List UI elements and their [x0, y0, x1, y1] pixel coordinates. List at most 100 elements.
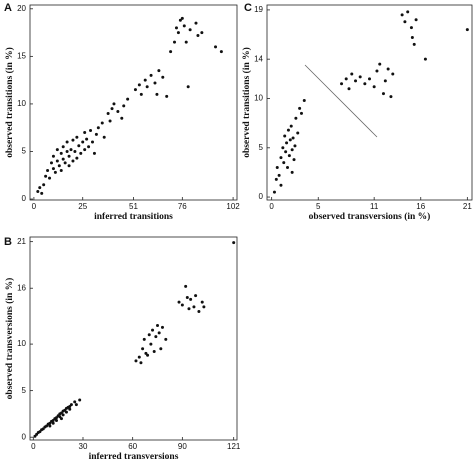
y-tick-label: 5 [22, 386, 27, 395]
point [120, 116, 124, 120]
point [372, 85, 376, 89]
point [143, 78, 147, 82]
point [90, 140, 94, 144]
point [289, 124, 293, 128]
point [378, 62, 382, 66]
point [200, 300, 204, 304]
point [157, 331, 161, 335]
y-tick-label: 10 [254, 94, 263, 103]
point [51, 154, 55, 158]
x-tick-label: 16 [416, 202, 425, 211]
point [174, 26, 178, 30]
x-tick-label: 121 [227, 442, 241, 451]
point [177, 300, 181, 304]
point [55, 159, 59, 163]
point [55, 148, 59, 152]
point [42, 183, 46, 187]
panel-label: C [244, 2, 252, 14]
point [48, 424, 52, 428]
point [145, 85, 149, 89]
point [65, 149, 69, 153]
point [110, 107, 114, 111]
point [134, 359, 138, 363]
point [381, 92, 385, 96]
point [63, 161, 67, 165]
panel-label: B [4, 236, 12, 248]
point [283, 134, 287, 138]
point [152, 350, 156, 354]
point [232, 241, 236, 245]
panel-label: A [4, 2, 12, 14]
point [51, 421, 55, 425]
point [89, 129, 93, 133]
point [410, 36, 414, 39]
point [187, 307, 191, 311]
point [176, 31, 180, 35]
point [350, 72, 354, 76]
point [375, 69, 379, 73]
point [61, 145, 65, 149]
point [156, 323, 160, 327]
point [285, 141, 289, 145]
point [290, 148, 294, 152]
point [287, 154, 291, 158]
point [75, 135, 79, 139]
point [122, 104, 126, 108]
point [363, 82, 367, 86]
x-tick-label: 30 [79, 442, 88, 451]
point [272, 190, 276, 194]
point [65, 140, 69, 144]
point [67, 164, 71, 168]
point [186, 85, 190, 89]
point [182, 24, 186, 28]
point [180, 303, 184, 307]
point [386, 67, 390, 71]
plot-frame [266, 4, 473, 201]
point [44, 174, 48, 178]
y-tick-label: 21 [17, 237, 26, 246]
point [194, 294, 198, 298]
y-tick-label: 0 [22, 194, 27, 203]
y-tick-label: 10 [17, 99, 26, 108]
point [59, 417, 63, 421]
point [188, 28, 192, 32]
y-tick-label: 15 [17, 51, 26, 60]
y-tick-label: 19 [254, 5, 263, 14]
point [200, 31, 204, 35]
point [69, 403, 73, 407]
point [169, 50, 173, 54]
point [146, 353, 150, 357]
point [48, 176, 52, 180]
point [71, 159, 75, 163]
point [344, 77, 348, 81]
point [46, 169, 50, 173]
point [67, 154, 71, 158]
point [299, 111, 303, 115]
point [192, 305, 196, 309]
point [83, 130, 87, 134]
point [164, 337, 168, 341]
point [184, 40, 188, 44]
point [290, 170, 294, 174]
point [286, 128, 290, 132]
point [406, 10, 410, 14]
point [412, 42, 416, 46]
point [102, 135, 106, 139]
point [173, 40, 177, 44]
point [59, 151, 63, 155]
point [137, 83, 141, 87]
point [142, 337, 146, 341]
x-tick-label: 0 [32, 202, 37, 211]
point [219, 50, 223, 54]
point [160, 325, 164, 329]
point [155, 92, 159, 96]
point [409, 26, 413, 30]
point [139, 92, 143, 96]
point [73, 149, 77, 153]
x-tick-label: 21 [463, 202, 472, 211]
point [291, 136, 295, 140]
y-tick-label: 10 [17, 339, 26, 348]
x-axis-title: inferred transversions [89, 452, 179, 460]
point [400, 13, 404, 17]
point [53, 170, 57, 174]
